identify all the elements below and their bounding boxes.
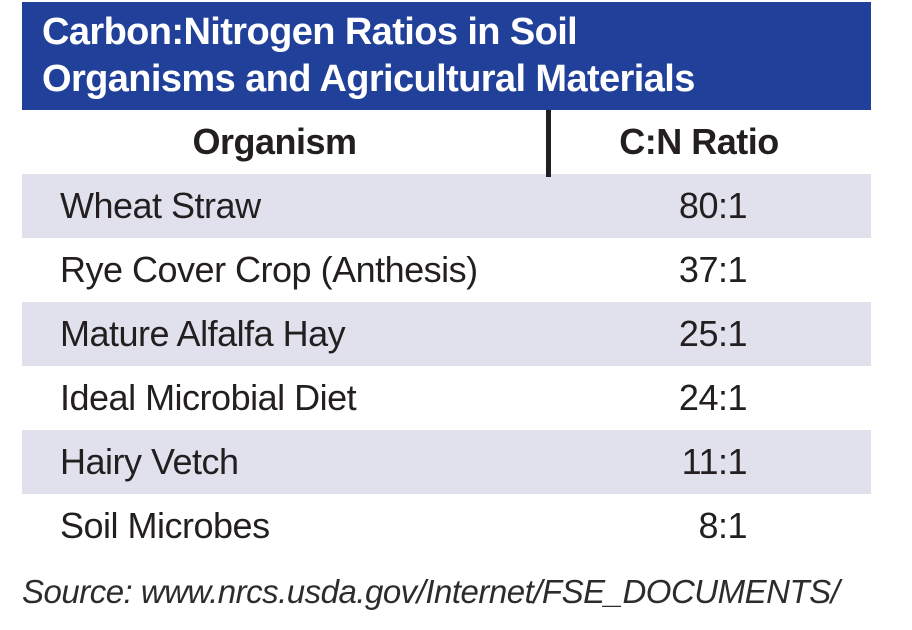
ratio-cell: 24:1	[678, 377, 748, 418]
table-header-row: Organism C:N Ratio	[22, 110, 871, 174]
cn-ratio-table-figure: Carbon:Nitrogen Ratios in Soil Organisms…	[22, 2, 871, 611]
column-divider-rule	[546, 110, 551, 177]
organism-cell: Hairy Vetch	[60, 441, 239, 482]
organism-cell: Ideal Microbial Diet	[60, 377, 357, 418]
organism-cell: Soil Microbes	[60, 505, 270, 546]
organism-cell: Mature Alfalfa Hay	[60, 313, 346, 354]
table-body: Wheat Straw 80:1 Rye Cover Crop (Anthesi…	[22, 174, 871, 558]
ratio-cell: 25:1	[678, 313, 748, 354]
table-row: Hairy Vetch 11:1	[22, 430, 871, 494]
table-title-bar: Carbon:Nitrogen Ratios in Soil Organisms…	[22, 2, 871, 110]
organism-cell: Rye Cover Crop (Anthesis)	[60, 249, 478, 290]
ratio-cell: 80:1	[678, 185, 748, 226]
column-header-cn-ratio: C:N Ratio	[619, 121, 779, 162]
table-row: Mature Alfalfa Hay 25:1	[22, 302, 871, 366]
column-header-organism: Organism	[192, 121, 357, 162]
table-title-line-2: Organisms and Agricultural Materials	[42, 58, 695, 100]
table-row: Soil Microbes 8:1	[22, 494, 871, 558]
table-row: Ideal Microbial Diet 24:1	[22, 366, 871, 430]
source-citation: Source: www.nrcs.usda.gov/Internet/FSE_D…	[22, 573, 840, 610]
ratio-cell: 11:1	[681, 441, 748, 482]
ratio-cell: 8:1	[698, 505, 747, 546]
table-row: Wheat Straw 80:1	[22, 174, 871, 238]
table-title-line-1: Carbon:Nitrogen Ratios in Soil	[42, 11, 578, 53]
organism-cell: Wheat Straw	[60, 185, 261, 226]
table-row: Rye Cover Crop (Anthesis) 37:1	[22, 238, 871, 302]
ratio-cell: 37:1	[678, 249, 748, 290]
